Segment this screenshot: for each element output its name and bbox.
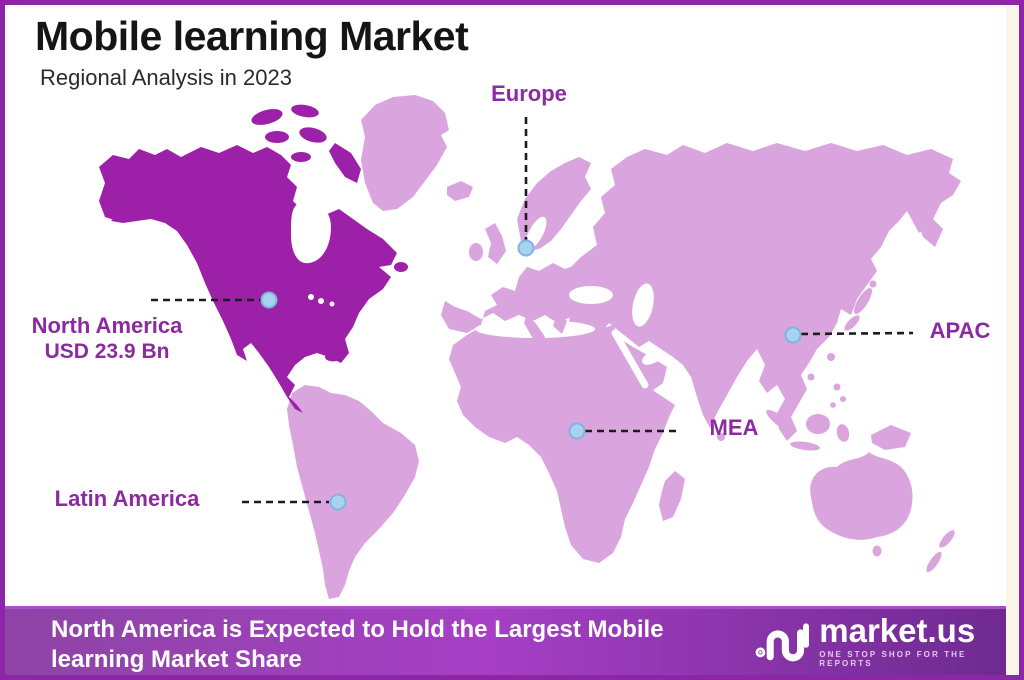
region-label-north-america: North America USD 23.9 Bn [11, 313, 203, 365]
marker-north-america [260, 291, 278, 309]
region-label-europe: Europe [491, 81, 567, 106]
world-landmass-light [287, 95, 961, 599]
footer-banner: North America is Expected to Hold the La… [5, 606, 1011, 675]
marker-mea [568, 422, 586, 440]
market-us-logo: market.us ONE STOP SHOP FOR THE REPORTS [755, 614, 1011, 668]
region-label-apac: APAC [929, 318, 991, 343]
market-us-logo-icon [755, 623, 809, 662]
world-map [99, 95, 961, 599]
marker-europe [517, 239, 535, 257]
mediterranean-peninsulas [524, 313, 567, 352]
map-markers [260, 239, 802, 511]
marker-apac [784, 326, 802, 344]
region-label-mea: MEA [709, 415, 759, 440]
leader-lines [151, 117, 914, 504]
logo-name: market.us [819, 612, 976, 649]
hudson-bay-great-lakes [291, 202, 335, 307]
footer-banner-text: North America is Expected to Hold the La… [51, 616, 664, 673]
region-label-latin-america: Latin America [54, 486, 200, 511]
page-title: Mobile learning Market [35, 13, 469, 59]
market-us-logo-text: market.us ONE STOP SHOP FOR THE REPORTS [819, 612, 1011, 669]
region-value-north-america: USD 23.9 Bn [44, 340, 170, 363]
north-america-highlight [99, 104, 408, 413]
marker-latin-america [329, 493, 347, 511]
logo-tagline: ONE STOP SHOP FOR THE REPORTS [819, 650, 967, 668]
region-label-north-america-name: North America [31, 313, 183, 338]
leader-line-apac [800, 331, 914, 336]
right-edge-strip [1006, 5, 1019, 675]
page-subtitle: Regional Analysis in 2023 [40, 65, 292, 90]
